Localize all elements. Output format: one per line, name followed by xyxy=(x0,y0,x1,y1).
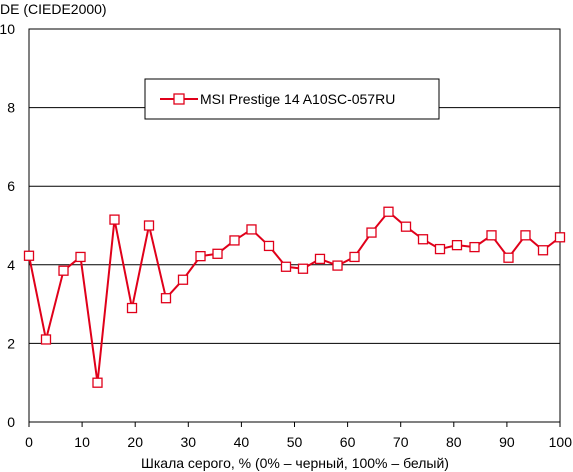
x-tick-label: 50 xyxy=(287,434,303,450)
data-point xyxy=(126,302,138,314)
legend: MSI Prestige 14 A10SC-057RU xyxy=(144,78,440,120)
data-point xyxy=(332,260,343,271)
x-tick-label: 100 xyxy=(549,434,573,450)
data-point xyxy=(40,334,52,345)
x-tick-label: 20 xyxy=(127,434,143,450)
x-tick-label: 10 xyxy=(74,434,90,450)
x-tick-label: 60 xyxy=(340,434,356,450)
y-tick-label: 2 xyxy=(7,335,15,351)
data-point xyxy=(451,239,463,251)
x-tick-label: 30 xyxy=(181,434,197,450)
legend-marker-swatch xyxy=(173,93,185,105)
data-series xyxy=(23,206,566,388)
data-point xyxy=(263,240,275,252)
y-tick-label: 0 xyxy=(7,414,15,430)
data-point xyxy=(469,241,480,253)
data-point xyxy=(314,253,326,265)
data-point xyxy=(92,377,103,388)
data-point xyxy=(160,293,172,304)
series-line xyxy=(28,210,561,384)
data-point xyxy=(383,206,394,217)
data-point xyxy=(75,251,86,263)
data-point xyxy=(297,263,309,274)
axes xyxy=(28,28,561,427)
data-point xyxy=(434,243,446,255)
x-tick-label: 40 xyxy=(234,434,250,450)
data-point xyxy=(503,252,514,263)
data-point xyxy=(349,251,360,263)
data-point xyxy=(195,251,206,262)
y-tick-label: 4 xyxy=(7,257,15,273)
data-point xyxy=(212,248,223,259)
data-point xyxy=(246,224,257,235)
x-tick-labels: 0 10 20 30 40 50 60 70 80 90 100 xyxy=(25,434,572,450)
data-point xyxy=(109,214,120,225)
x-tick-label: 90 xyxy=(499,434,515,450)
data-point xyxy=(280,261,292,272)
y-tick-label: 8 xyxy=(7,100,15,116)
data-point xyxy=(23,250,35,261)
data-point xyxy=(486,230,497,241)
data-point xyxy=(400,221,412,232)
x-tick-label: 0 xyxy=(25,434,33,450)
y-tick-labels: 0 2 4 6 8 10 xyxy=(0,21,15,430)
data-point xyxy=(58,265,69,276)
x-axis-title: Шкала серого, % (0% – черный, 100% – бел… xyxy=(141,455,449,471)
x-tick-label: 70 xyxy=(393,434,409,450)
data-point xyxy=(229,235,240,246)
data-point xyxy=(417,234,429,245)
data-point xyxy=(520,230,531,241)
y-axis-title: DE (CIEDE2000) xyxy=(0,1,107,17)
data-point xyxy=(366,227,377,238)
y-tick-label: 10 xyxy=(0,21,15,37)
data-point xyxy=(143,220,155,231)
y-tick-label: 6 xyxy=(7,178,15,194)
data-point xyxy=(554,232,566,243)
data-point xyxy=(177,274,189,285)
legend-label: MSI Prestige 14 A10SC-057RU xyxy=(200,91,395,107)
x-tick-label: 80 xyxy=(446,434,462,450)
data-point xyxy=(537,245,549,256)
